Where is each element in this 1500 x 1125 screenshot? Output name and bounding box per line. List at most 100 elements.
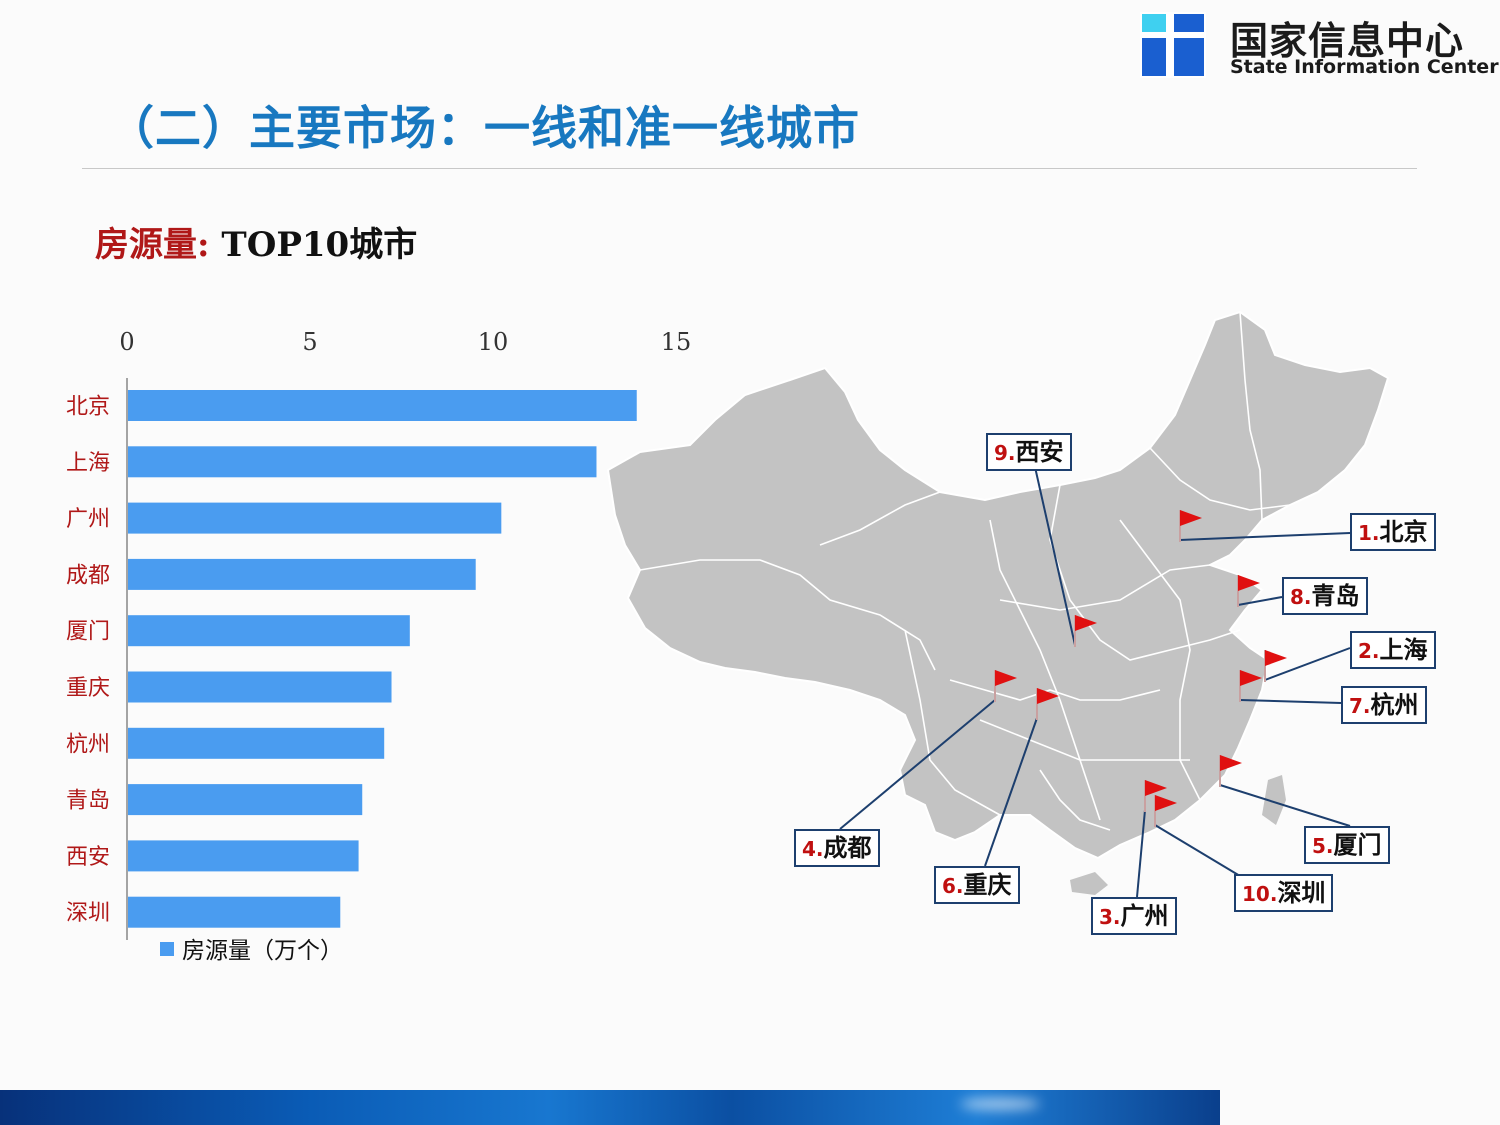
- callout-hangzhou: 7.杭州: [1341, 686, 1427, 724]
- callout-qingdao: 8.青岛: [1282, 577, 1368, 615]
- category-label: 西安: [66, 845, 110, 870]
- callout-shanghai: 2.上海: [1350, 631, 1436, 669]
- bar: [128, 558, 476, 590]
- footer-band: [0, 1090, 1220, 1125]
- page-title: （二）主要市场：一线和准一线城市: [108, 101, 860, 155]
- subtitle-text: TOP10城市: [209, 225, 418, 265]
- leader-line: [1136, 809, 1146, 898]
- bar: [128, 615, 410, 647]
- callout-city: 上海: [1379, 636, 1428, 664]
- callout-number: 5.: [1312, 834, 1334, 858]
- legend-swatch: [160, 942, 174, 956]
- callout-number: 7.: [1349, 694, 1371, 718]
- flag-icon: [995, 670, 1017, 686]
- callout-chengdu: 4.成都: [794, 829, 880, 867]
- bar: [128, 671, 392, 703]
- legend-label: 房源量（万个）: [182, 938, 343, 964]
- chart-subtitle: 房源量: TOP10城市: [95, 217, 417, 266]
- callout-city: 西安: [1015, 438, 1064, 466]
- chart-legend: 房源量（万个）: [160, 931, 343, 965]
- flag-icon: [1037, 688, 1059, 704]
- leader-line: [1264, 647, 1351, 681]
- hainan-island: [1070, 872, 1108, 895]
- callout-city: 成都: [823, 834, 872, 862]
- border-line: [904, 629, 1001, 816]
- callout-city: 重庆: [963, 871, 1012, 899]
- callout-city: 深圳: [1277, 879, 1326, 907]
- bar: [128, 840, 359, 872]
- callout-number: 9.: [994, 441, 1016, 465]
- callout-number: 6.: [942, 874, 964, 898]
- x-tick-label: 10: [478, 328, 509, 356]
- x-tick-label: 5: [302, 328, 317, 356]
- flag-icon: [1238, 575, 1260, 591]
- callout-city: 北京: [1379, 518, 1428, 546]
- callout-number: 2.: [1358, 639, 1380, 663]
- flag-icon: [1075, 615, 1097, 631]
- leader-line: [1034, 466, 1076, 646]
- subtitle-label: 房源量:: [95, 225, 210, 265]
- callout-xiamen: 5.厦门: [1304, 826, 1390, 864]
- category-label: 青岛: [66, 789, 110, 814]
- border-line: [979, 719, 1190, 761]
- logo-text-en: State Information Center: [1230, 56, 1499, 78]
- flag-icon: [1240, 670, 1262, 686]
- border-line: [949, 679, 1161, 701]
- category-label: 北京: [66, 395, 110, 420]
- leader-line: [1154, 824, 1241, 877]
- bar: [128, 896, 341, 928]
- callout-city: 广州: [1120, 902, 1169, 930]
- bar: [128, 502, 502, 534]
- logo-mark-icon: [1140, 12, 1206, 78]
- footer-band-glow: [960, 1098, 1040, 1110]
- bar: [128, 446, 597, 478]
- category-label: 杭州: [66, 732, 110, 757]
- callout-number: 10.: [1242, 882, 1278, 906]
- x-tick-label: 15: [661, 328, 692, 356]
- flag-icon: [1220, 755, 1242, 771]
- callout-guangzhou: 3.广州: [1091, 897, 1177, 935]
- category-label: 成都: [66, 563, 110, 588]
- callout-number: 3.: [1099, 905, 1121, 929]
- leader-line: [1219, 784, 1351, 827]
- callout-number: 1.: [1358, 521, 1380, 545]
- title-divider: [82, 168, 1417, 169]
- category-label: 厦门: [66, 620, 110, 645]
- category-label: 深圳: [66, 901, 110, 926]
- logo: 国家信息中心 State Information Center: [1140, 10, 1499, 80]
- leader-line: [984, 717, 1038, 867]
- flag-icon: [1145, 780, 1167, 796]
- flag-icon: [1180, 510, 1202, 526]
- category-label: 重庆: [66, 676, 110, 701]
- border-line: [1239, 311, 1263, 521]
- border-line: [1149, 447, 1291, 511]
- bar: [128, 784, 363, 816]
- bar: [128, 727, 385, 759]
- x-tick-label: 0: [119, 328, 134, 356]
- map-marks: [839, 466, 1351, 898]
- flag-icon: [1265, 650, 1287, 666]
- logo-text-cn: 国家信息中心: [1230, 19, 1465, 63]
- callout-chongqing: 6.重庆: [934, 866, 1020, 904]
- callout-city: 厦门: [1333, 831, 1382, 859]
- callout-xian: 9.西安: [986, 433, 1072, 471]
- leader-line: [1237, 596, 1283, 606]
- leader-line: [1239, 699, 1342, 704]
- callout-city: 青岛: [1311, 582, 1360, 610]
- china-map: [606, 310, 1390, 895]
- category-label: 上海: [66, 451, 110, 476]
- callout-shenzhen: 10.深圳: [1234, 874, 1334, 912]
- border-line: [999, 564, 1211, 611]
- callout-beijing: 1.北京: [1350, 513, 1436, 551]
- callout-number: 8.: [1290, 585, 1312, 609]
- border-line: [639, 559, 936, 671]
- callout-city: 杭州: [1370, 691, 1419, 719]
- china-map-outline: [606, 310, 1390, 860]
- callout-number: 4.: [802, 837, 824, 861]
- leader-line: [839, 699, 996, 830]
- taiwan-island: [1262, 775, 1286, 825]
- bar: [128, 390, 637, 421]
- border-line: [1039, 769, 1111, 831]
